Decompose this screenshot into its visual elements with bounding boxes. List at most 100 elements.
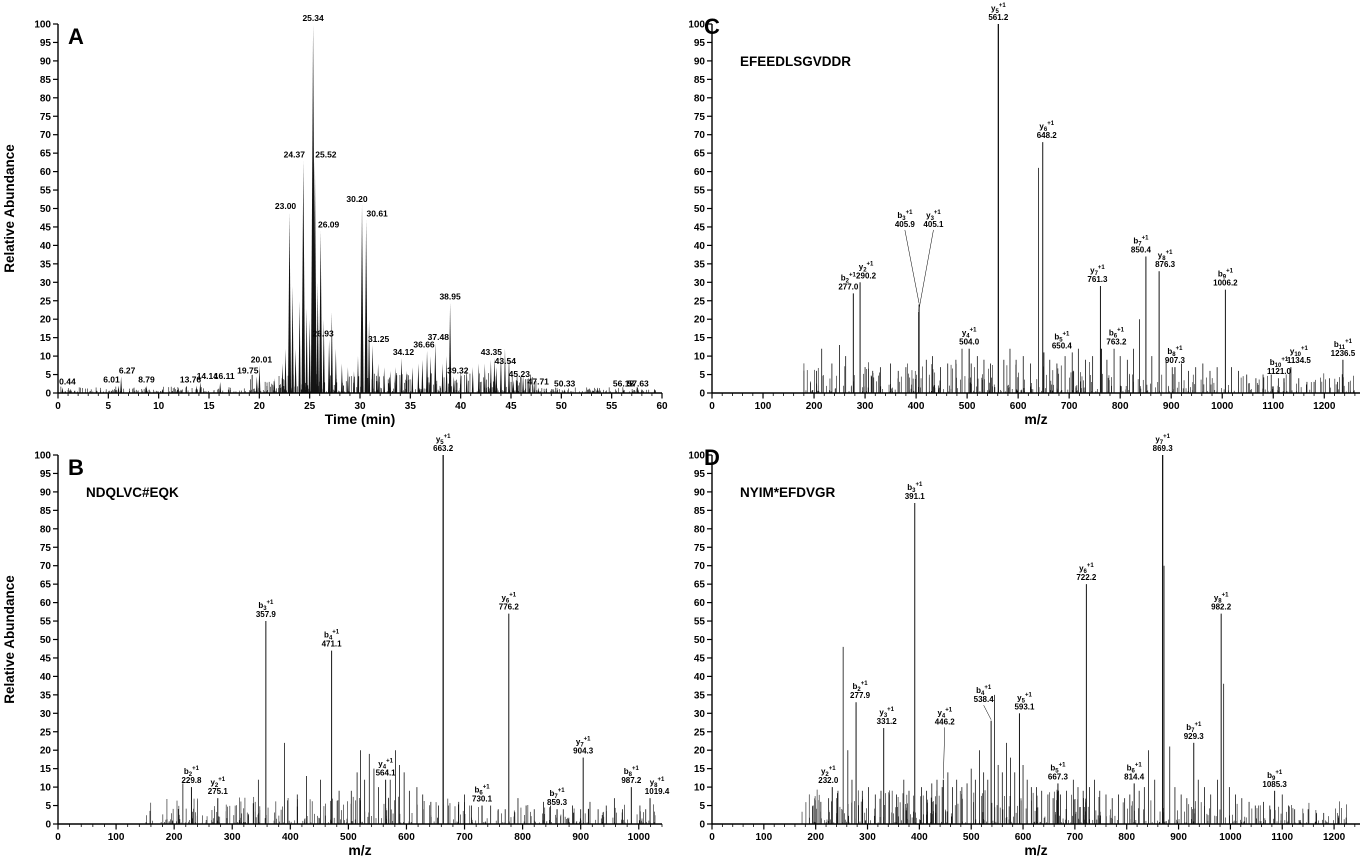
svg-text:50: 50 — [694, 635, 706, 646]
svg-text:25: 25 — [694, 727, 706, 738]
svg-text:700: 700 — [1067, 832, 1084, 843]
svg-text:35: 35 — [40, 259, 52, 270]
svg-text:y2+1: y2+1 — [859, 261, 874, 273]
svg-text:1236.5: 1236.5 — [1331, 349, 1356, 358]
svg-text:100: 100 — [688, 451, 705, 462]
svg-text:b2+1: b2+1 — [841, 272, 857, 284]
svg-text:95: 95 — [40, 469, 52, 480]
svg-text:30: 30 — [40, 709, 52, 720]
svg-text:80: 80 — [694, 93, 706, 104]
svg-text:y2+1: y2+1 — [210, 777, 225, 789]
svg-text:20: 20 — [254, 401, 266, 412]
svg-text:b4+1: b4+1 — [976, 685, 992, 697]
svg-text:15: 15 — [203, 401, 215, 412]
svg-text:b8+1: b8+1 — [1167, 346, 1183, 358]
svg-text:0: 0 — [45, 820, 51, 831]
svg-text:y6+1: y6+1 — [501, 593, 516, 605]
svg-text:45.23: 45.23 — [509, 369, 531, 379]
svg-text:16.11: 16.11 — [214, 371, 235, 381]
svg-text:405.1: 405.1 — [923, 220, 944, 229]
svg-text:75: 75 — [694, 112, 706, 123]
svg-text:60: 60 — [694, 167, 706, 178]
svg-text:23.00: 23.00 — [275, 201, 297, 211]
svg-text:904.3: 904.3 — [573, 747, 594, 756]
svg-text:95: 95 — [694, 38, 706, 49]
svg-text:90: 90 — [694, 487, 706, 498]
svg-text:55: 55 — [606, 401, 618, 412]
svg-text:b9+1: b9+1 — [1218, 269, 1234, 281]
svg-text:y4+1: y4+1 — [937, 707, 952, 719]
svg-text:60: 60 — [40, 598, 52, 609]
svg-text:929.3: 929.3 — [1184, 732, 1205, 741]
svg-text:25: 25 — [40, 727, 52, 738]
svg-text:y8+1: y8+1 — [1214, 593, 1229, 605]
svg-text:60: 60 — [40, 167, 52, 178]
svg-text:40: 40 — [455, 401, 467, 412]
svg-text:85: 85 — [694, 75, 706, 86]
svg-text:504.0: 504.0 — [959, 338, 980, 347]
svg-text:y2+1: y2+1 — [821, 766, 836, 778]
svg-text:471.1: 471.1 — [322, 640, 343, 649]
svg-text:25.34: 25.34 — [302, 13, 324, 23]
svg-text:5: 5 — [699, 801, 705, 812]
svg-text:40: 40 — [694, 241, 706, 252]
svg-text:1000: 1000 — [1219, 832, 1242, 843]
svg-text:561.2: 561.2 — [988, 13, 1009, 22]
svg-text:39.32: 39.32 — [447, 365, 469, 375]
svg-text:35: 35 — [694, 690, 706, 701]
svg-text:200: 200 — [166, 832, 183, 843]
svg-text:25: 25 — [694, 296, 706, 307]
svg-text:400: 400 — [282, 832, 299, 843]
svg-text:26.09: 26.09 — [318, 220, 340, 230]
svg-text:100: 100 — [34, 451, 51, 462]
svg-text:55: 55 — [694, 186, 706, 197]
svg-text:y7+1: y7+1 — [576, 737, 591, 749]
svg-text:300: 300 — [859, 832, 876, 843]
svg-text:405.9: 405.9 — [895, 220, 916, 229]
svg-text:b4+1: b4+1 — [324, 630, 340, 642]
svg-text:763.2: 763.2 — [1106, 338, 1127, 347]
svg-text:y6+1: y6+1 — [1039, 121, 1054, 133]
svg-text:26.93: 26.93 — [312, 328, 334, 338]
svg-text:31.25: 31.25 — [368, 334, 390, 344]
svg-text:90: 90 — [694, 56, 706, 67]
svg-text:8.79: 8.79 — [138, 375, 155, 385]
svg-text:50.33: 50.33 — [554, 378, 576, 388]
svg-text:15: 15 — [694, 333, 706, 344]
svg-text:y3+1: y3+1 — [926, 210, 941, 222]
svg-text:600: 600 — [398, 832, 415, 843]
svg-text:1200: 1200 — [1313, 401, 1336, 412]
svg-text:814.4: 814.4 — [1124, 772, 1145, 781]
svg-text:y4+1: y4+1 — [962, 328, 977, 340]
svg-text:900: 900 — [1170, 832, 1187, 843]
svg-text:b7+1: b7+1 — [1186, 722, 1202, 734]
svg-text:800: 800 — [1118, 832, 1135, 843]
svg-text:90: 90 — [40, 487, 52, 498]
svg-text:15: 15 — [694, 764, 706, 775]
svg-text:m/z: m/z — [1024, 411, 1047, 427]
svg-text:50: 50 — [694, 204, 706, 215]
svg-text:663.2: 663.2 — [433, 444, 454, 453]
svg-text:229.8: 229.8 — [181, 776, 202, 785]
svg-text:55: 55 — [40, 617, 52, 628]
svg-text:1200: 1200 — [1323, 832, 1346, 843]
svg-text:NYIM*EFDVGR: NYIM*EFDVGR — [740, 485, 836, 500]
svg-text:300: 300 — [857, 401, 874, 412]
svg-text:70: 70 — [694, 561, 706, 572]
svg-text:14.14: 14.14 — [197, 371, 219, 381]
svg-text:95: 95 — [40, 38, 52, 49]
svg-text:100: 100 — [755, 401, 772, 412]
svg-text:600: 600 — [1010, 401, 1027, 412]
svg-text:859.3: 859.3 — [547, 798, 568, 807]
svg-text:13.76: 13.76 — [180, 375, 202, 385]
svg-text:0: 0 — [55, 401, 61, 412]
svg-text:95: 95 — [694, 469, 706, 480]
svg-text:85: 85 — [40, 506, 52, 517]
svg-text:45: 45 — [694, 222, 706, 233]
svg-text:357.9: 357.9 — [256, 610, 277, 619]
svg-text:m/z: m/z — [348, 842, 371, 858]
svg-text:10: 10 — [694, 352, 706, 363]
svg-text:5: 5 — [699, 370, 705, 381]
